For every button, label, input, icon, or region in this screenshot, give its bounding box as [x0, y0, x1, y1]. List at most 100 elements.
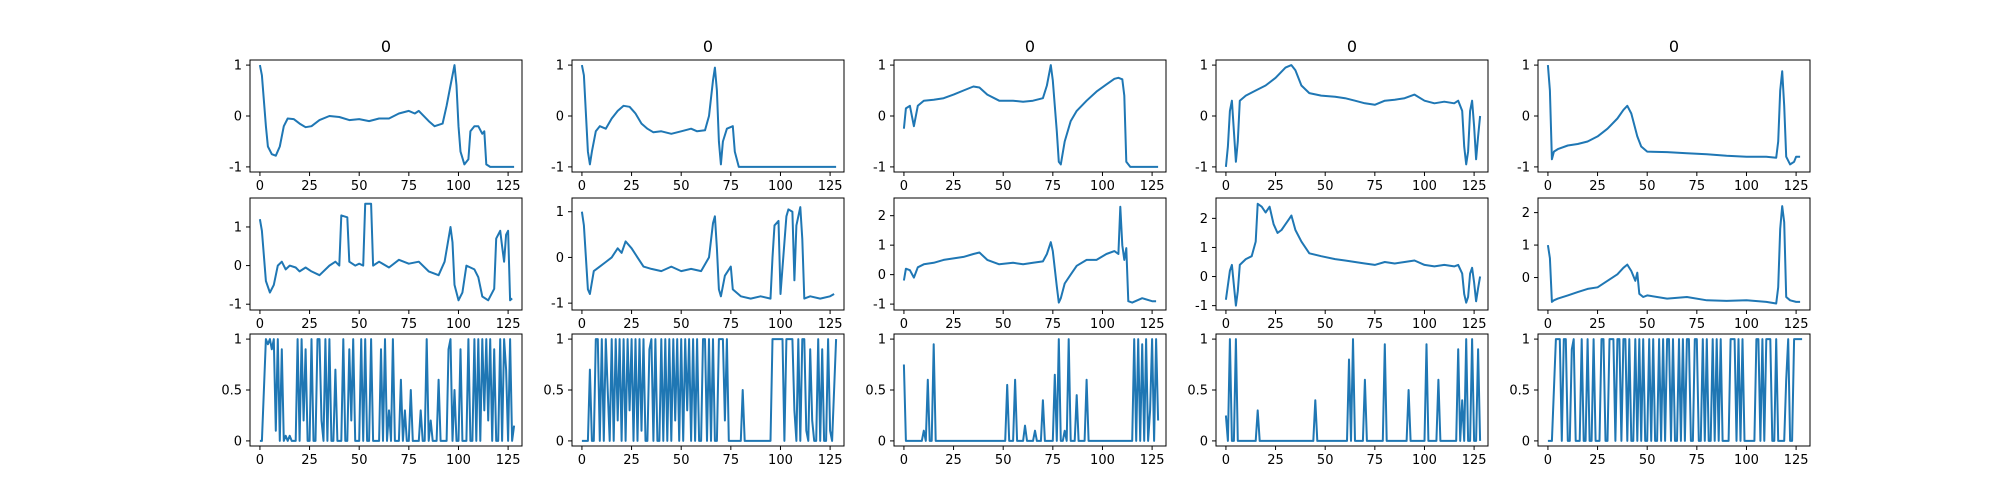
y-tick-label: 0: [556, 251, 564, 266]
y-tick-label: 0: [1522, 110, 1530, 125]
x-tick-label: 0: [1544, 179, 1552, 194]
y-tick-label: 1: [1522, 59, 1530, 74]
x-tick-label: 75: [1045, 179, 1062, 194]
series-line: [902, 64, 1159, 168]
y-tick-label: -1: [229, 298, 242, 313]
x-tick-label: 0: [256, 179, 264, 194]
y-tick-label: 1: [878, 333, 886, 348]
y-tick-label: 0: [234, 259, 242, 274]
x-tick-label: 50: [673, 179, 690, 194]
y-tick-label: 2: [1200, 212, 1208, 227]
x-tick-label: 50: [1317, 317, 1334, 332]
x-tick-label: 50: [1639, 317, 1656, 332]
x-tick-label: 75: [1689, 453, 1706, 468]
x-tick-label: 50: [995, 453, 1012, 468]
y-tick-label: -1: [1195, 160, 1208, 175]
x-tick-label: 25: [1589, 317, 1606, 332]
x-tick-label: 25: [945, 317, 962, 332]
x-tick-label: 25: [1267, 179, 1284, 194]
x-tick-label: 75: [401, 179, 418, 194]
x-tick-label: 50: [673, 317, 690, 332]
y-tick-label: 1: [556, 205, 564, 220]
x-tick-label: 50: [351, 317, 368, 332]
y-tick-label: 1: [878, 239, 886, 254]
x-tick-label: 100: [446, 317, 471, 332]
series-line: [902, 205, 1157, 304]
series-line: [1546, 65, 1801, 166]
y-tick-label: 1: [556, 59, 564, 74]
y-tick-label: 0: [1522, 434, 1530, 449]
x-tick-label: 0: [1544, 317, 1552, 332]
x-tick-label: 25: [623, 453, 640, 468]
series-line: [581, 338, 838, 442]
y-tick-label: 0: [878, 110, 886, 125]
subplot-r1-c0: 0 25 50 75 100 125 -1 0 1: [229, 197, 523, 332]
y-tick-label: 0: [1200, 110, 1208, 125]
x-tick-label: 100: [1090, 317, 1115, 332]
subplot-r0-c2: 0 0 25 50 75 100 125 -1 0 1: [873, 37, 1167, 194]
x-tick-label: 25: [945, 453, 962, 468]
x-tick-label: 125: [1140, 179, 1165, 194]
x-tick-label: 100: [446, 453, 471, 468]
subplot-r1-c2: 0 25 50 75 100 125 -1 0 1 2: [873, 197, 1167, 332]
subplot-title: 0: [1025, 37, 1035, 56]
y-tick-label: -1: [873, 298, 886, 313]
x-tick-label: 25: [301, 453, 318, 468]
x-tick-label: 25: [945, 179, 962, 194]
y-tick-label: 2: [1522, 206, 1530, 221]
y-tick-label: 0.5: [1187, 384, 1208, 399]
x-tick-label: 125: [1784, 453, 1809, 468]
x-tick-label: 100: [1412, 317, 1437, 332]
subplot-title: 0: [1347, 37, 1357, 56]
x-tick-label: 50: [351, 179, 368, 194]
y-tick-label: 0.5: [221, 384, 242, 399]
x-tick-label: 50: [673, 453, 690, 468]
axes-frame: [1537, 197, 1811, 311]
y-tick-label: 0: [878, 268, 886, 283]
subplot-r0-c0: 0 0 25 50 75 100 125 -1 0 1: [229, 37, 523, 194]
subplot-r1-c4: 0 25 50 75 100 125 0 1 2: [1522, 197, 1811, 332]
x-tick-label: 50: [1317, 179, 1334, 194]
x-tick-label: 75: [723, 179, 740, 194]
y-tick-label: 1: [234, 220, 242, 235]
subplot-r0-c3: 0 0 25 50 75 100 125 -1 0 1: [1195, 37, 1489, 194]
y-tick-label: 1: [1200, 59, 1208, 74]
subplot-title: 0: [1669, 37, 1679, 56]
y-tick-label: 0: [1200, 434, 1208, 449]
x-tick-label: 25: [623, 317, 640, 332]
x-tick-label: 100: [1412, 179, 1437, 194]
x-tick-label: 125: [818, 317, 843, 332]
x-tick-label: 0: [256, 317, 264, 332]
y-tick-label: -1: [1195, 299, 1208, 314]
y-tick-label: -1: [551, 160, 564, 175]
axes-frame: [893, 197, 1167, 311]
y-tick-label: -1: [229, 160, 242, 175]
x-tick-label: 0: [578, 453, 586, 468]
x-tick-label: 25: [1267, 317, 1284, 332]
y-tick-label: 0: [556, 434, 564, 449]
x-tick-label: 75: [1367, 317, 1384, 332]
subplot-title: 0: [381, 37, 391, 56]
x-tick-label: 125: [496, 453, 521, 468]
x-tick-label: 100: [1734, 179, 1759, 194]
x-tick-label: 75: [1367, 453, 1384, 468]
x-tick-label: 50: [1317, 453, 1334, 468]
x-tick-label: 0: [1222, 317, 1230, 332]
y-tick-label: -1: [1517, 160, 1530, 175]
x-tick-label: 125: [1462, 317, 1487, 332]
y-tick-label: 1: [1522, 333, 1530, 348]
subplot-r2-c3: 0 25 50 75 100 125 0 0.5 1: [1187, 333, 1489, 468]
x-tick-label: 125: [818, 453, 843, 468]
series-line: [258, 64, 515, 168]
series-line: [580, 206, 835, 300]
x-tick-label: 100: [446, 179, 471, 194]
x-tick-label: 125: [1462, 179, 1487, 194]
x-tick-label: 0: [1222, 453, 1230, 468]
series-line: [1224, 64, 1482, 167]
series-line: [259, 338, 516, 442]
x-tick-label: 50: [1639, 179, 1656, 194]
subplot-r2-c1: 0 25 50 75 100 125 0 0.5 1: [543, 333, 845, 468]
axes-frame: [249, 197, 523, 311]
subplot-title: 0: [703, 37, 713, 56]
y-tick-label: 0: [556, 110, 564, 125]
